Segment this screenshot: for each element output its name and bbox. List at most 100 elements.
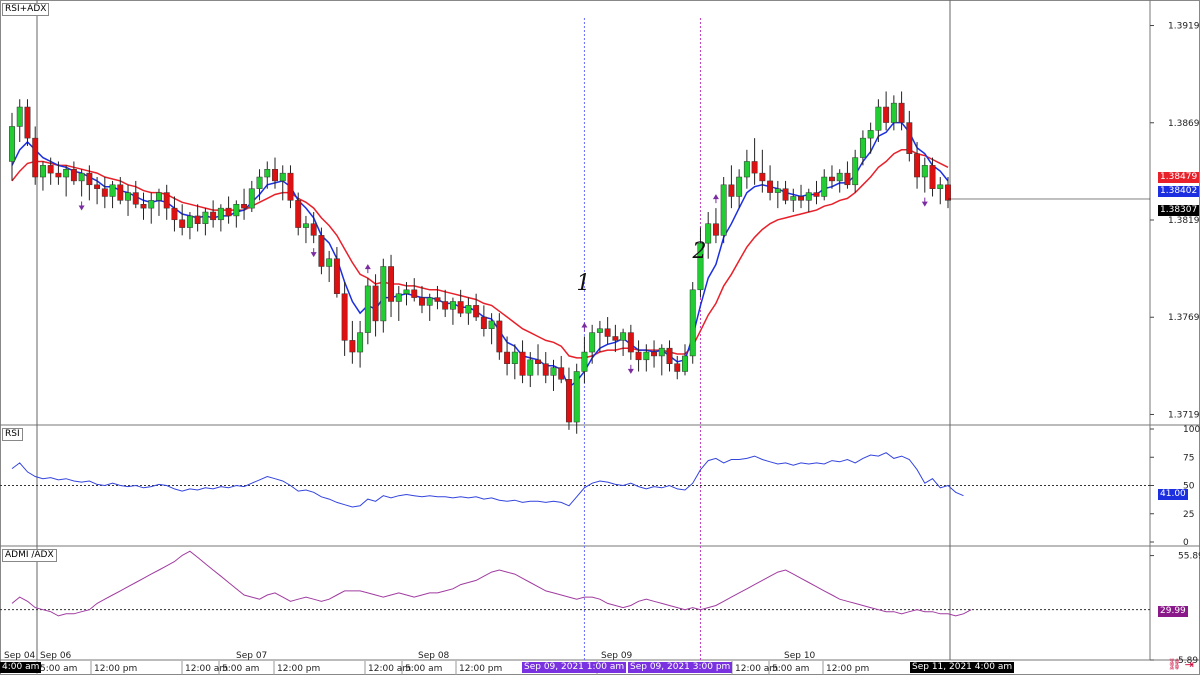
candle-body: [225, 207, 232, 217]
adx-line: [11, 550, 972, 617]
price-tick-label: 1.37199: [1168, 410, 1200, 420]
candle-body: [844, 172, 851, 186]
time-label: 12:00 pm: [94, 664, 137, 674]
candle-body: [697, 242, 704, 291]
candle-body: [411, 289, 418, 298]
candle-body: [829, 176, 835, 182]
candle-body: [94, 184, 101, 189]
rsi-tick-label: 50: [1183, 482, 1195, 492]
candle-body: [156, 192, 162, 201]
candle-body: [117, 184, 124, 201]
candle-body: [875, 106, 882, 131]
candle-body: [272, 168, 278, 182]
candle-body: [16, 106, 23, 127]
time-start-label: 4:00 am: [0, 662, 42, 673]
candle-body: [326, 258, 333, 267]
time-label: 12:00 pm: [826, 664, 869, 674]
annotation-number: 1: [576, 271, 590, 296]
candle-body: [70, 168, 77, 182]
candle-body: [596, 328, 603, 333]
rsi-tick-label: 0: [1183, 538, 1189, 548]
candle-body: [256, 176, 263, 189]
price-tag-slow-ma: 1.38479: [1158, 172, 1200, 183]
candle-body: [434, 297, 441, 302]
candle-body: [751, 161, 758, 174]
adx-panel-label: ADMI /ADX: [2, 549, 57, 562]
buy-signal-arrow: [581, 322, 588, 328]
candle-body: [635, 351, 642, 361]
candle-body: [836, 172, 843, 182]
candle-body: [658, 347, 665, 357]
date-label: Sep 07: [236, 651, 267, 661]
time-label: 5:00 am: [222, 664, 259, 674]
candle-body: [921, 165, 928, 178]
candle-body: [566, 379, 572, 423]
candle-body: [511, 351, 518, 364]
candle-body: [720, 184, 727, 236]
price-tick-label: 1.38699: [1168, 119, 1200, 129]
rsi-value-tag: 41.00: [1158, 489, 1188, 500]
candle-body: [883, 106, 890, 123]
time-label: 5:00 am: [772, 664, 809, 674]
candle-body: [217, 207, 224, 221]
time-cursor-label-1: Sep 09, 2021 1:00 am: [522, 662, 627, 673]
candle-body: [318, 235, 325, 267]
candle-body: [395, 293, 402, 302]
candle-body: [125, 192, 131, 201]
candle-body: [295, 200, 302, 228]
adx-tick-label: 5.89: [1178, 656, 1198, 666]
candle-body: [612, 336, 619, 341]
candle-body: [488, 320, 495, 329]
candle-body: [890, 102, 897, 123]
candle-body: [194, 215, 201, 224]
rsi-line: [11, 452, 964, 508]
time-label: 12:00 pm: [459, 664, 502, 674]
candle-body: [132, 192, 139, 205]
link-icon[interactable]: ⛓ ⇥: [1167, 658, 1194, 671]
price-tick-label: 1.39199: [1168, 22, 1200, 32]
candle-body: [302, 223, 309, 228]
candle-body: [813, 192, 820, 197]
candle-body: [867, 130, 874, 139]
candle-body: [790, 196, 797, 201]
candle-body: [581, 351, 588, 372]
sell-signal-arrow: [78, 205, 85, 211]
candle-body: [519, 351, 526, 376]
candle-body: [689, 289, 696, 357]
time-label: 5:00 am: [40, 664, 77, 674]
rsi-tick-label: 25: [1183, 510, 1194, 520]
candle-body: [140, 203, 147, 209]
candle-body: [542, 363, 549, 376]
candle-body: [372, 285, 379, 322]
buy-signal-arrow: [712, 194, 719, 200]
candle-body: [24, 106, 31, 139]
time-label: 5:00 am: [405, 664, 442, 674]
candle-body: [287, 172, 294, 201]
candle-body: [32, 137, 39, 178]
date-label: Sep 10: [784, 651, 816, 661]
candle-body: [419, 297, 425, 306]
candle-body: [929, 165, 936, 189]
adx-tick-label: 55.89: [1178, 552, 1200, 562]
candle-body: [163, 192, 170, 209]
time-cursor-label-2: Sep 09, 2021 3:00 pm: [628, 662, 733, 673]
candle-body: [743, 161, 750, 178]
time-label: 12:00 am: [368, 664, 411, 674]
candle-body: [898, 102, 905, 123]
time-label: 12:00 pm: [277, 664, 320, 674]
candle-body: [380, 266, 387, 322]
candle-body: [914, 153, 921, 178]
price-tick-label: 1.37699: [1168, 313, 1200, 323]
candle-body: [78, 172, 85, 182]
rsi-tick-label: 100: [1183, 425, 1200, 435]
candle-body: [805, 192, 812, 201]
candle-body: [186, 215, 193, 228]
candle-body: [465, 305, 472, 314]
candle-body: [109, 184, 116, 197]
candle-body: [101, 188, 108, 197]
candle-body: [364, 285, 371, 333]
candle-body: [782, 188, 789, 201]
candle-body: [357, 332, 364, 353]
